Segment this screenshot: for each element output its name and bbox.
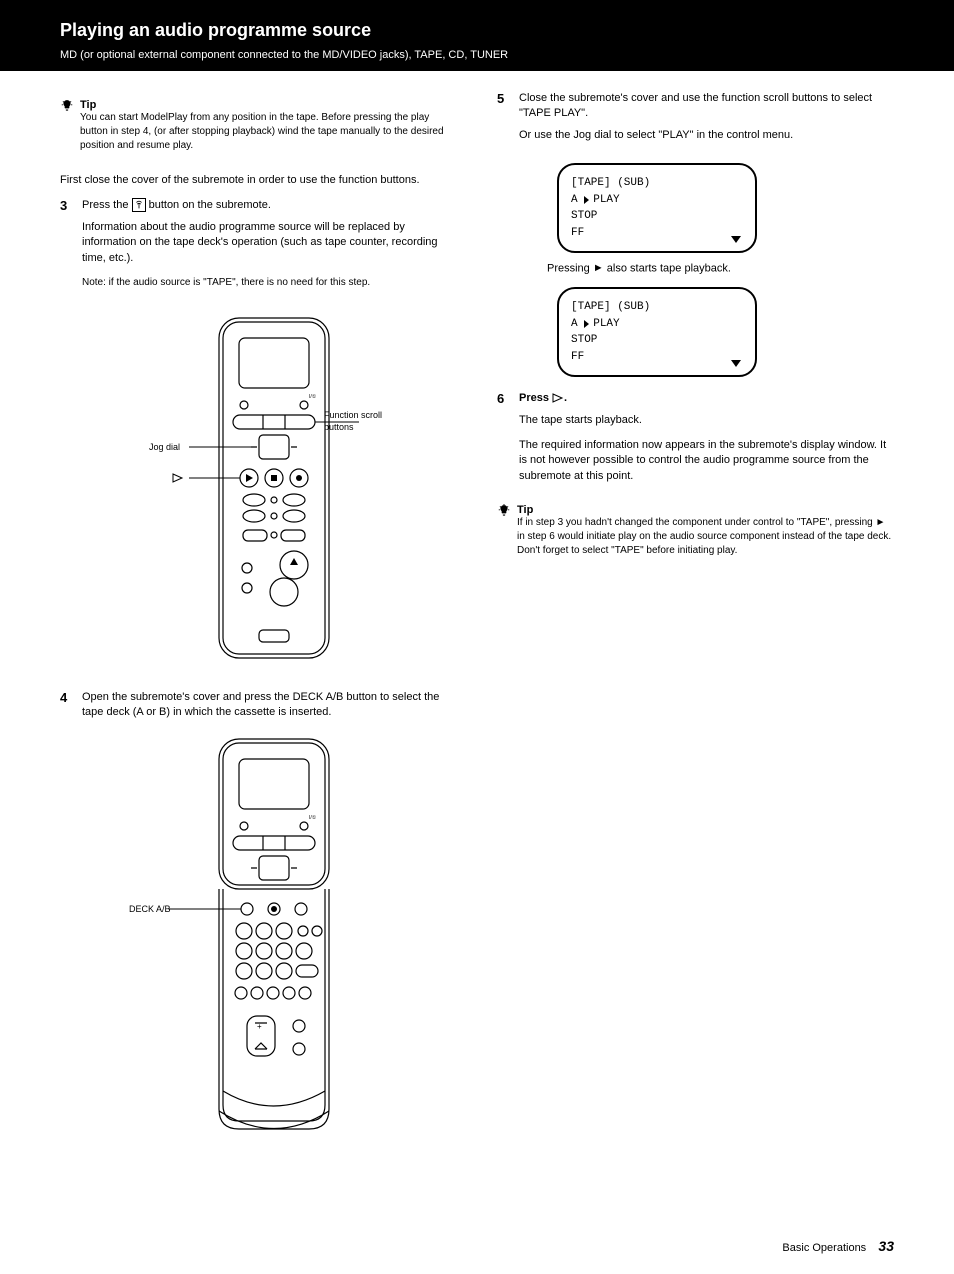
label-deck-ab: DECK A/B (129, 904, 171, 914)
page-number: 33 (878, 1238, 894, 1254)
right-column: 5 Close the subremote's cover and use th… (497, 91, 894, 1171)
step-number: 4 (60, 690, 74, 721)
lcd1-line2: PLAY (593, 192, 619, 209)
header-bar: Playing an audio programme source MD (or… (0, 0, 954, 71)
svg-text:+: + (257, 1022, 262, 1031)
step-number: 6 (497, 391, 511, 494)
triangle-down-icon (731, 360, 741, 367)
lcd2-line4: FF (571, 349, 743, 366)
step-5: 5 Close the subremote's cover and use th… (497, 91, 894, 153)
step5-play-right: Or use the Jog dial to select "PLAY" in … (547, 261, 894, 277)
tip2-text: If in step 3 you hadn't changed the comp… (517, 516, 894, 558)
step-6: 6 Press . The tape starts playback. The … (497, 391, 894, 494)
tip-text: You can start ModelPlay from any positio… (80, 111, 457, 153)
tip-label: Tip (80, 99, 96, 111)
play-outline-icon (552, 393, 564, 403)
left-column: Tip You can start ModelPlay from any pos… (60, 91, 457, 1171)
remote-closed-illustration: I/① (129, 310, 389, 670)
page-footer: Basic Operations 33 (782, 1238, 894, 1254)
lcd-display-1: [TAPE] (SUB) A PLAY STOP FF (557, 163, 757, 253)
lcd2-line2: PLAY (593, 316, 619, 333)
step-text: Press the button on the subremote. Infor… (82, 198, 457, 300)
svg-text:I/①: I/① (309, 815, 317, 821)
triangle-right-icon (584, 320, 589, 328)
svg-text:buttons: buttons (324, 422, 354, 432)
step3-text-icon: button on the subremote. (149, 199, 271, 211)
step5-text-a: Close the subremote's cover and use the … (519, 91, 894, 122)
step3-text-a: Press the (82, 199, 132, 211)
label-jog: Jog dial (149, 442, 180, 452)
svg-text:I/①: I/① (309, 394, 317, 400)
lightbulb-icon (60, 99, 74, 113)
step-number: 5 (497, 91, 511, 153)
lightbulb-icon (497, 504, 511, 518)
step3-text-b: Information about the audio programme so… (82, 220, 457, 266)
lcd2-line1: [TAPE] (SUB) (571, 299, 743, 316)
step-number: 3 (60, 198, 74, 300)
tip-block: Tip You can start ModelPlay from any pos… (60, 99, 457, 163)
lcd2-prefix: A (571, 316, 578, 333)
lcd2-line3: STOP (571, 332, 743, 349)
lcd1-line3: STOP (571, 208, 743, 225)
lcd1-line1: [TAPE] (SUB) (571, 175, 743, 192)
page-title: Playing an audio programme source (60, 20, 894, 41)
step5-text-b: Or use the Jog dial to select "PLAY" in … (519, 128, 894, 143)
ir-icon (132, 198, 146, 212)
triangle-down-icon (731, 236, 741, 243)
step6-text-c: The required information now appears in … (519, 438, 894, 484)
triangle-right-icon (584, 196, 589, 204)
lcd1-line4: FF (571, 225, 743, 242)
page-label: Basic Operations (782, 1242, 866, 1254)
tip-label: Tip (517, 504, 533, 516)
step-4: 4 Open the subremote's cover and press t… (60, 690, 457, 721)
close-cover-text: First close the cover of the subremote i… (60, 173, 457, 188)
page-subtitle: MD (or optional external component conne… (60, 49, 894, 61)
step6-text-a: Press (519, 392, 549, 404)
lcd-display-2: [TAPE] (SUB) A PLAY STOP FF (557, 287, 757, 377)
remote-open-illustration: I/① (129, 731, 389, 1151)
step-3: 3 Press the button on the subremote. Inf… (60, 198, 457, 300)
lcd1-prefix: A (571, 192, 578, 209)
step3-text-c: Note: if the audio source is "TAPE", the… (82, 276, 457, 290)
step4-text: Open the subremote's cover and press the… (82, 690, 457, 721)
tip-block-2: Tip If in step 3 you hadn't changed the … (497, 504, 894, 568)
label-func-scroll: Function scroll (324, 410, 382, 420)
step6-text-b: The tape starts playback. (519, 413, 894, 428)
